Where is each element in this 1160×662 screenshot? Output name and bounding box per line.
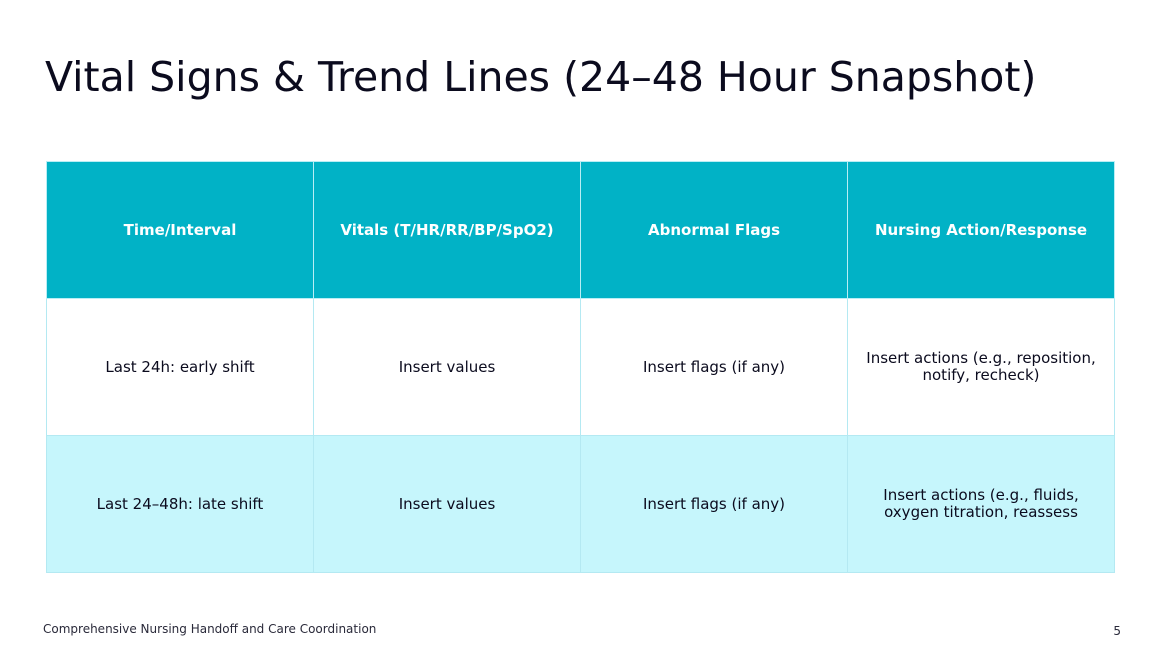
header-nursing-action: Nursing Action/Response <box>847 161 1115 299</box>
table-header-row: Time/Interval Vitals (T/HR/RR/BP/SpO2) A… <box>46 161 1115 299</box>
table-cell: Last 24h: early shift <box>46 298 314 436</box>
table-cell: Insert actions (e.g., reposition, notify… <box>847 298 1115 436</box>
header-vitals: Vitals (T/HR/RR/BP/SpO2) <box>313 161 581 299</box>
table-cell: Insert actions (e.g., fluids, oxygen tit… <box>847 435 1115 573</box>
page-number: 5 <box>1113 624 1121 638</box>
table-cell: Insert values <box>313 435 581 573</box>
header-time-interval: Time/Interval <box>46 161 314 299</box>
footer-text: Comprehensive Nursing Handoff and Care C… <box>43 622 377 636</box>
table-cell: Insert values <box>313 298 581 436</box>
table-cell: Last 24–48h: late shift <box>46 435 314 573</box>
table-cell: Insert flags (if any) <box>580 435 848 573</box>
vitals-table: Time/Interval Vitals (T/HR/RR/BP/SpO2) A… <box>46 161 1115 573</box>
slide-title: Vital Signs & Trend Lines (24–48 Hour Sn… <box>45 53 1037 101</box>
table-cell: Insert flags (if any) <box>580 298 848 436</box>
table-row: Last 24h: early shift Insert values Inse… <box>46 298 1115 436</box>
table-row: Last 24–48h: late shift Insert values In… <box>46 435 1115 573</box>
header-abnormal-flags: Abnormal Flags <box>580 161 848 299</box>
